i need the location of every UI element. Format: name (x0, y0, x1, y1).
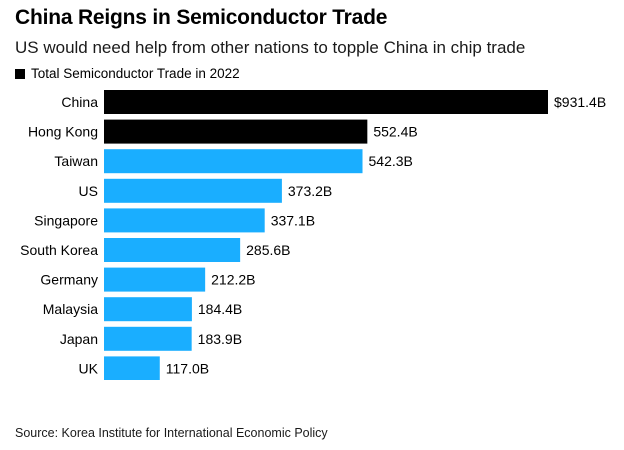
bar-china (104, 90, 548, 114)
bar-malaysia (104, 297, 192, 322)
value-label-japan: 183.9B (198, 331, 242, 347)
bar-hong-kong (104, 119, 368, 144)
chart-subtitle: US would need help from other nations to… (15, 38, 526, 57)
chart-title: China Reigns in Semiconductor Trade (15, 6, 388, 29)
category-label-germany: Germany (40, 272, 98, 288)
legend: Total Semiconductor Trade in 2022 (15, 66, 240, 81)
category-label-japan: Japan (60, 331, 98, 347)
value-label-germany: 212.2B (211, 272, 255, 288)
bar-singapore (104, 208, 265, 233)
category-label-china: China (61, 94, 98, 110)
bar-chart: China $931.4B Hong Kong 552.4B Taiwan 542.3B U… (20, 90, 606, 380)
category-label-south-korea: South Korea (20, 242, 98, 258)
category-label-malaysia: Malaysia (43, 301, 98, 317)
category-label-taiwan: Taiwan (54, 153, 98, 169)
bar-germany (104, 267, 206, 292)
bar-south-korea (104, 238, 241, 262)
value-label-us: 373.2B (288, 183, 332, 199)
value-label-south-korea: 285.6B (246, 242, 290, 258)
category-label-uk: UK (79, 360, 99, 376)
source-note: Source: Korea Institute for Internationa… (15, 426, 328, 440)
value-label-malaysia: 184.4B (198, 301, 242, 317)
value-label-taiwan: 542.3B (369, 153, 413, 169)
value-label-hong-kong: 552.4B (373, 124, 417, 140)
value-label-china: $931.4B (554, 94, 606, 110)
legend-label: Total Semiconductor Trade in 2022 (31, 66, 240, 81)
bar-uk (104, 356, 160, 380)
bar-us (104, 178, 282, 203)
value-label-singapore: 337.1B (271, 212, 315, 228)
bar-japan (104, 326, 192, 351)
category-label-singapore: Singapore (34, 212, 98, 228)
bar-taiwan (104, 149, 363, 174)
category-label-hong-kong: Hong Kong (28, 124, 98, 140)
legend-swatch (15, 68, 25, 79)
category-label-us: US (79, 183, 98, 199)
value-label-uk: 117.0B (166, 360, 209, 376)
